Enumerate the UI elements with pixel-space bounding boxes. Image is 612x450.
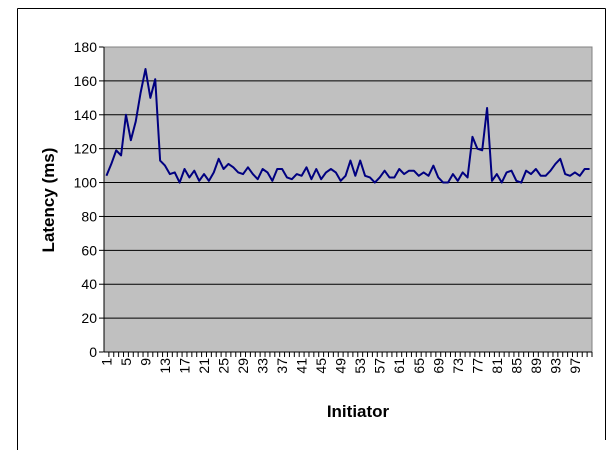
- y-tick-label: 100: [74, 175, 98, 191]
- x-tick-label: 9: [137, 358, 153, 366]
- y-tick-label: 140: [74, 107, 98, 123]
- x-tick-label: 89: [528, 358, 544, 374]
- x-tick-label: 17: [177, 358, 193, 374]
- x-tick-label: 85: [508, 358, 524, 374]
- x-tick-label: 81: [489, 358, 505, 374]
- y-axis-title: Latency (ms): [39, 148, 58, 253]
- x-tick-label: 97: [567, 358, 583, 374]
- y-tick-label: 60: [81, 242, 97, 258]
- x-tick-label: 1: [98, 358, 114, 366]
- x-tick-label: 57: [372, 358, 388, 374]
- y-tick-label: 80: [81, 208, 97, 224]
- x-tick-label: 61: [391, 358, 407, 374]
- y-tick-label: 0: [89, 344, 97, 360]
- y-tick-label: 180: [74, 39, 98, 55]
- y-tick-label: 120: [74, 141, 98, 157]
- x-tick-label: 77: [469, 358, 485, 374]
- x-tick-label: 29: [235, 358, 251, 374]
- x-axis-title: Initiator: [327, 402, 390, 421]
- x-tick-label: 37: [274, 358, 290, 374]
- plot-area: [104, 47, 592, 352]
- y-tick-label: 20: [81, 310, 97, 326]
- x-tick-label: 5: [118, 358, 134, 366]
- x-tick-label: 65: [411, 358, 427, 374]
- x-tick-label: 49: [333, 358, 349, 374]
- x-tick-label: 21: [196, 358, 212, 374]
- y-tick-label: 40: [81, 276, 97, 292]
- x-tick-label: 53: [352, 358, 368, 374]
- x-tick-label: 25: [216, 358, 232, 374]
- x-tick-label: 73: [450, 358, 466, 374]
- x-tick-label: 13: [157, 358, 173, 374]
- y-tick-label: 160: [74, 73, 98, 89]
- x-tick-label: 93: [547, 358, 563, 374]
- data-line: [105, 68, 590, 184]
- x-tick-label: 45: [313, 358, 329, 374]
- x-tick-label: 41: [294, 358, 310, 374]
- x-tick-label: 69: [430, 358, 446, 374]
- x-tick-label: 33: [255, 358, 271, 374]
